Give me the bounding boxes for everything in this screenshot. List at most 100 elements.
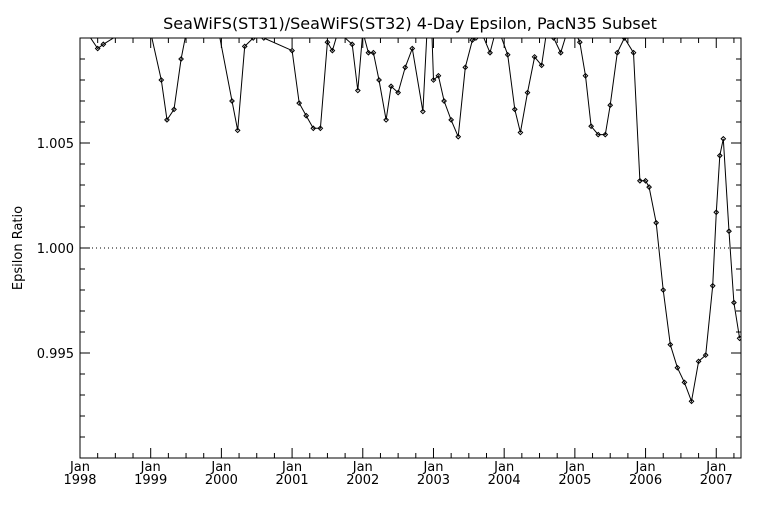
data-point [550, 38, 557, 41]
x-tick-label-month: Jan [69, 460, 90, 475]
data-point [289, 47, 295, 54]
x-tick-label-year: 2007 [700, 473, 733, 488]
data-point [402, 64, 409, 71]
data-point [487, 49, 493, 56]
data-point [303, 112, 310, 119]
data-point [462, 64, 469, 71]
data-point [171, 106, 177, 113]
y-tick-label: 1.005 [37, 137, 74, 152]
x-tick-label-year: 2000 [205, 473, 238, 488]
plot-frame [79, 37, 742, 459]
x-tick-label-year: 2006 [629, 473, 662, 488]
data-point [409, 45, 416, 52]
data-point [145, 15, 149, 19]
data-point [713, 209, 720, 216]
data-point [482, 38, 484, 39]
x-tick-label-year: 2005 [558, 473, 591, 488]
data-point [517, 129, 524, 136]
data-point [674, 364, 681, 371]
x-tick-label-month: Jan [422, 460, 443, 475]
data-point [653, 219, 660, 226]
data-point [504, 51, 511, 58]
data-point [354, 87, 361, 94]
y-tick-label: 0.995 [37, 347, 74, 362]
data-point [317, 125, 324, 132]
data-point [234, 127, 241, 134]
data-point [531, 53, 538, 60]
data-point [469, 38, 476, 44]
data-point [681, 379, 688, 386]
x-tick-label-year: 1999 [134, 473, 167, 488]
data-point [250, 38, 257, 41]
series-line [89, 38, 741, 404]
data-point [296, 100, 303, 107]
y-axis-label: Epsilon Ratio [11, 206, 26, 290]
data-point [667, 341, 674, 348]
data-point [329, 47, 336, 54]
data-point [383, 116, 390, 123]
data-point [702, 352, 709, 359]
data-point [595, 131, 602, 138]
data-point [588, 123, 595, 130]
data-point [720, 135, 727, 142]
data-point [229, 98, 235, 104]
data-point [621, 38, 628, 41]
data-point [441, 98, 447, 104]
data-point [435, 72, 442, 79]
x-tick-label-year: 2001 [276, 473, 309, 488]
axes: Jan1998Jan1999Jan2000Jan2001Jan2002Jan20… [37, 38, 741, 488]
data-point [324, 39, 331, 46]
data-point [241, 43, 248, 50]
data-point [511, 106, 518, 113]
x-tick-label-year: 2002 [346, 473, 379, 488]
x-tick-label-month: Jan [493, 460, 514, 475]
data-point [365, 49, 372, 56]
data-point [726, 228, 732, 235]
data-point [716, 152, 723, 159]
data-point [164, 116, 170, 123]
data-point [158, 77, 165, 83]
x-tick-label-month: Jan [210, 460, 231, 475]
data-point [636, 177, 643, 184]
data-point [388, 83, 394, 90]
data-point [376, 77, 382, 83]
data-point [582, 72, 589, 79]
data-point [660, 287, 667, 293]
data-point [370, 49, 377, 56]
data-point [395, 89, 402, 96]
data-point [419, 108, 426, 115]
x-tick-label-year: 2004 [488, 473, 521, 488]
data-point [430, 77, 437, 83]
data-point [646, 184, 653, 191]
data-point [576, 39, 583, 46]
x-tick-label-year: 1998 [63, 473, 96, 488]
data-point [709, 282, 716, 289]
data-point [602, 131, 609, 138]
x-tick-label-year: 2003 [417, 473, 450, 488]
data-point [455, 133, 462, 140]
data-point [607, 102, 614, 109]
data-point [448, 116, 455, 123]
y-tick-label: 1.000 [37, 242, 74, 257]
data-point [100, 41, 107, 48]
data-point [614, 49, 621, 56]
data-point [642, 177, 649, 184]
data-point [538, 62, 545, 69]
data-point [81, 25, 85, 29]
x-tick-label-month: Jan [705, 460, 726, 475]
data-point [349, 41, 356, 48]
data-point [178, 56, 185, 62]
data-point [736, 335, 741, 342]
data-point [630, 49, 637, 56]
data-point [695, 358, 702, 365]
x-tick-label-month: Jan [140, 460, 161, 475]
x-tick-label-month: Jan [564, 460, 585, 475]
data-point [310, 125, 317, 132]
data-point [260, 38, 267, 41]
data-point [731, 299, 737, 306]
data-point [557, 49, 564, 56]
data-point [472, 38, 479, 41]
data-point [524, 89, 531, 96]
chart-title: SeaWiFS(ST31)/SeaWiFS(ST32) 4-Day Epsilo… [163, 14, 657, 33]
